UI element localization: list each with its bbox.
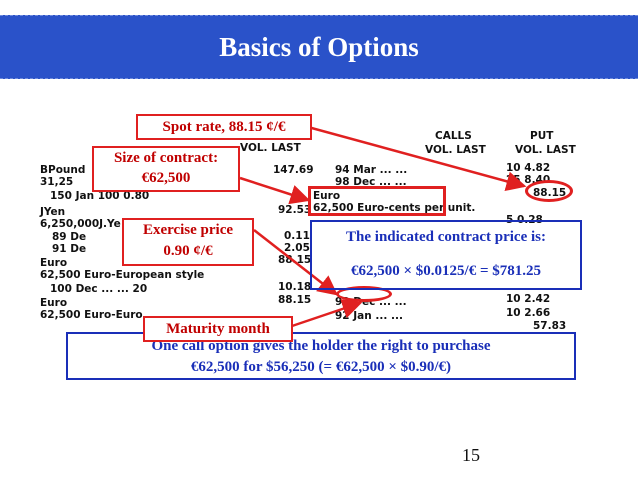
exercise-arrow xyxy=(253,229,338,296)
maturity-month-callout: Maturity month xyxy=(143,316,293,342)
size-line1: Size of contract: xyxy=(113,150,219,166)
listing-r-94: 94 Mar ... ... xyxy=(335,164,408,176)
listing-jyen-size: 6,250,000J.Ye xyxy=(40,218,121,230)
maturity-arrow xyxy=(291,299,363,328)
indicated-price-callout: The indicated contract price is: €62,500… xyxy=(310,220,582,290)
listing-vol-last-right: VOL. LAST xyxy=(425,144,486,156)
exercise-line2: 0.90 ¢/€ xyxy=(163,243,213,259)
listing-row-150: 150 Jan 100 0.80 xyxy=(50,190,150,202)
listing-mid-205: 2.05 xyxy=(284,242,310,254)
listing-p-266: 10 2.66 xyxy=(506,307,551,319)
listing-mid-8815: 88.15 xyxy=(278,254,312,266)
listing-euro2: Euro xyxy=(40,297,68,309)
page-number: 15 xyxy=(462,445,480,465)
spot-rate-text: Spot rate, 88.15 ¢/€ xyxy=(162,119,286,135)
listing-row-91: 91 De xyxy=(52,243,87,255)
listing-put-header: PUT xyxy=(530,130,554,142)
listing-mid-14769: 147.69 xyxy=(273,164,314,176)
listing-bpound-size: 31,25 xyxy=(40,176,74,188)
listing-row-89: 89 De xyxy=(52,231,87,243)
exercise-price-callout: Exercise price 0.90 ¢/€ xyxy=(122,218,254,266)
title-bar: Basics of Options xyxy=(0,15,638,79)
listing-p-10: 10 4.82 xyxy=(506,162,551,174)
listing-calls-header: CALLS xyxy=(435,130,472,142)
listing-vol-last-put: VOL. LAST xyxy=(515,144,576,156)
slide-title: Basics of Options xyxy=(219,32,419,62)
listing-mid-1018: 10.18 xyxy=(278,281,312,293)
one-call-line2: €62,500 for $56,250 (= €62,500 × $0.90/€… xyxy=(190,357,452,378)
listing-euro1-contract: 62,500 Euro-European style xyxy=(40,269,205,281)
listing-r-98: 98 Dec ... ... xyxy=(335,176,407,188)
indicated-line2: €62,500 × $0.0125/€ = $781.25 xyxy=(350,263,541,279)
spot-rate-highlight-oval xyxy=(525,180,573,202)
size-line2: €62,500 xyxy=(141,170,191,186)
indicated-line1: The indicated contract price is: xyxy=(312,226,580,248)
maturity-text: Maturity month xyxy=(166,321,270,337)
listing-mid-8815b: 88.15 xyxy=(278,294,312,306)
listing-p-5783: 57.83 xyxy=(533,320,567,332)
one-call-line1: One call option gives the holder the rig… xyxy=(151,338,491,354)
listing-euro1: Euro xyxy=(40,257,68,269)
exercise-line1: Exercise price xyxy=(142,222,234,238)
listing-mid-9253: 92.53 xyxy=(278,204,312,216)
listing-mid-011: 0.11 xyxy=(284,230,310,242)
option-listing: CALLS PUT VOL. LAST CALLS PUT VOL. LAST … xyxy=(40,118,600,398)
listing-jyen: JYen xyxy=(40,206,66,218)
size-arrow xyxy=(239,176,311,205)
listing-vol-last-left: VOL. LAST xyxy=(240,142,301,154)
spot-rate-arrow xyxy=(307,125,527,192)
listing-p-242: 10 2.42 xyxy=(506,293,551,305)
listing-row-100: 100 Dec ... ... 20 xyxy=(50,283,148,295)
listing-r-euro: Euro xyxy=(313,190,341,202)
size-of-contract-callout: Size of contract: €62,500 xyxy=(92,146,240,192)
listing-bpound: BPound xyxy=(40,164,86,176)
spot-rate-callout: Spot rate, 88.15 ¢/€ xyxy=(136,114,312,140)
listing-euro2-contract: 62,500 Euro-Euro xyxy=(40,309,143,321)
listing-r-euro-contract: 62,500 Euro-cents per unit. xyxy=(313,202,476,214)
one-call-option-callout: One call option gives the holder the rig… xyxy=(66,332,576,380)
